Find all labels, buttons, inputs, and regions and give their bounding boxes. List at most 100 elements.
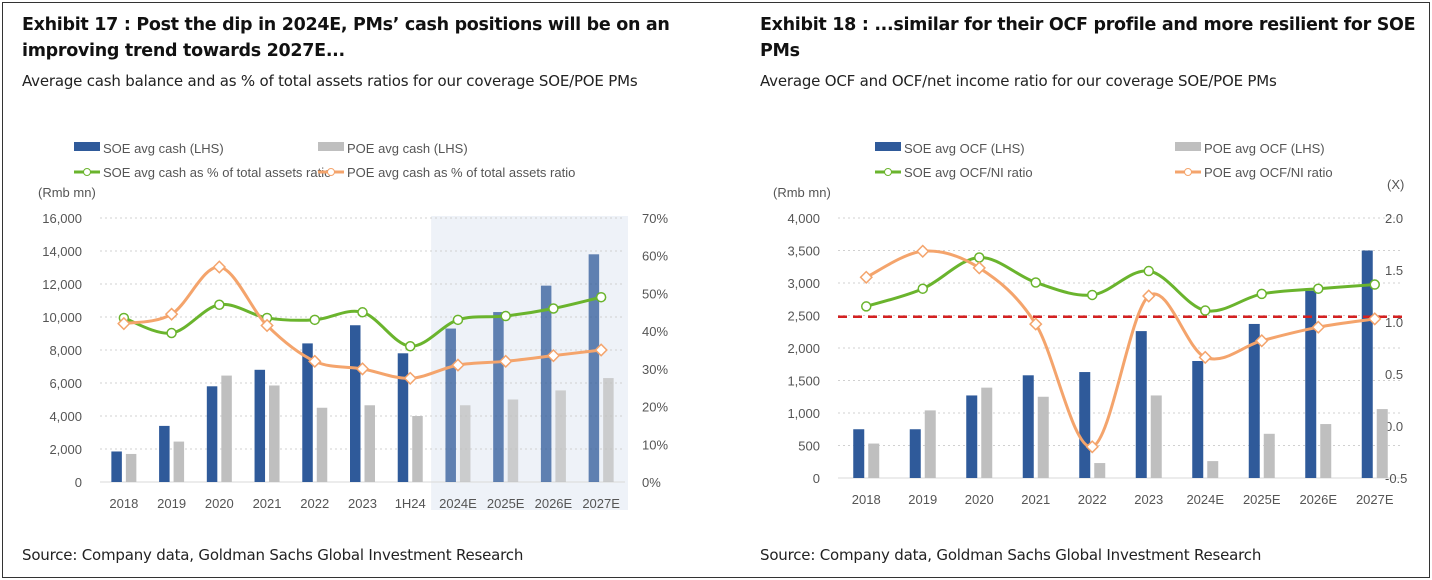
bar-soe: [302, 343, 313, 482]
point-soe: [309, 314, 321, 326]
point-soe: [548, 303, 559, 314]
bar-poe: [555, 390, 566, 482]
chart-source: Source: Company data, Goldman Sachs Glob…: [22, 546, 524, 564]
legend-marker: [1184, 168, 1192, 176]
point-poe: [451, 358, 465, 372]
bar-poe: [269, 385, 280, 482]
y2-tick-label: 30%: [642, 362, 668, 377]
y2-tick-label: 1.0: [1385, 315, 1403, 330]
legend-swatch: [1175, 142, 1201, 151]
point-soe: [214, 299, 225, 310]
point-poe: [498, 354, 513, 369]
x-tick-label: 2020: [205, 496, 234, 511]
x-tick-label: 2026E: [1299, 492, 1337, 507]
point-poe: [1311, 320, 1325, 334]
point-soe: [166, 327, 177, 339]
y2-tick-label: 10%: [642, 437, 668, 452]
point-poe: [260, 318, 274, 333]
point-poe: [916, 244, 930, 258]
x-tick-label: 2024E: [439, 496, 477, 511]
bar-poe: [1207, 461, 1219, 478]
x-tick-label: 2021: [1021, 492, 1050, 507]
y2-tick-label: 0%: [642, 475, 661, 490]
x-tick-label: 2022: [300, 496, 329, 511]
bar-soe: [254, 369, 266, 482]
bar-soe: [588, 254, 600, 482]
y-axis-unit: (Rmb mn): [773, 185, 831, 200]
point-soe: [357, 307, 368, 318]
x-tick-label: 2023: [1134, 492, 1163, 507]
y-tick-label: 3,000: [787, 276, 820, 291]
y-tick-label: 12,000: [42, 277, 82, 292]
y-tick-label: 6,000: [49, 376, 82, 391]
x-tick-label: 2023: [348, 496, 377, 511]
y-tick-label: 3,500: [787, 244, 820, 259]
bar-poe: [507, 399, 519, 482]
x-tick-label: 2018: [109, 496, 138, 511]
legend-label: POE avg OCF/NI ratio: [1204, 165, 1333, 180]
y-tick-label: 1,000: [787, 406, 820, 421]
point-poe: [212, 260, 227, 274]
bar-poe: [1094, 463, 1106, 478]
x-tick-label: 2025E: [487, 496, 525, 511]
x-tick-label: 2018: [852, 492, 881, 507]
line-soe: [865, 256, 1375, 313]
bar-poe: [412, 416, 423, 482]
point-soe: [404, 340, 416, 352]
point-poe: [1085, 440, 1099, 454]
bar-poe: [1037, 396, 1049, 478]
bar-soe: [1305, 290, 1317, 478]
point-soe: [1143, 265, 1154, 277]
point-poe: [1029, 317, 1043, 331]
bar-poe: [1376, 409, 1388, 478]
point-poe: [1142, 289, 1156, 303]
exhibit-17-panel: Exhibit 17 : Post the dip in 2024E, PMs’…: [22, 15, 670, 564]
y-axis-unit: (Rmb mn): [38, 185, 96, 200]
bar-soe: [445, 328, 456, 482]
point-soe: [595, 291, 607, 303]
legend-marker: [327, 168, 335, 176]
bar-soe: [1079, 372, 1091, 478]
x-tick-label: 2019: [157, 496, 186, 511]
bar-soe: [111, 451, 122, 482]
y2-tick-label: 40%: [642, 324, 668, 339]
y-tick-label: 16,000: [42, 211, 82, 226]
exhibit-17-chart: 0 2,000 4,000 6,000 8,000 10,000 12,000 14,000 1…: [38, 141, 668, 511]
point-soe: [1313, 283, 1324, 294]
legend-label: POE avg OCF (LHS): [1204, 141, 1325, 156]
point-poe: [546, 348, 561, 363]
bar-soe: [1022, 375, 1034, 478]
bar-poe: [603, 378, 614, 482]
bar-soe: [206, 386, 218, 482]
y-tick-label: 8,000: [49, 343, 82, 358]
bar-poe: [981, 387, 993, 478]
bar-soe: [966, 395, 978, 478]
y2-tick-label: 60%: [642, 249, 668, 264]
point-poe: [403, 371, 417, 386]
point-soe: [452, 314, 464, 326]
line-poe: [865, 249, 1375, 449]
y2-axis-unit: (X): [1387, 177, 1404, 192]
bar-soe: [1192, 361, 1204, 478]
chart-subtitle: Average cash balance and as % of total a…: [22, 72, 638, 90]
bar-soe: [540, 285, 552, 482]
bar-soe: [159, 425, 170, 482]
y-tick-label: 4,000: [787, 211, 820, 226]
bar-poe: [1150, 395, 1162, 478]
legend-marker: [83, 168, 91, 176]
x-tick-label: 2024E: [1186, 492, 1224, 507]
x-tick-label: 2026E: [535, 496, 573, 511]
point-poe: [1368, 312, 1382, 326]
bar-poe: [316, 407, 328, 482]
y-tick-label: 2,000: [49, 442, 82, 457]
bar-soe: [397, 353, 409, 482]
point-poe: [859, 270, 873, 284]
y-tick-label: 1,500: [787, 374, 820, 389]
y-tick-label: 0: [75, 475, 82, 490]
point-soe: [1200, 305, 1211, 316]
bar-poe: [459, 405, 471, 482]
bar-soe: [1361, 250, 1373, 478]
y2-tick-label: 0.0: [1385, 419, 1403, 434]
y2-tick-label: 0.5: [1385, 367, 1403, 382]
